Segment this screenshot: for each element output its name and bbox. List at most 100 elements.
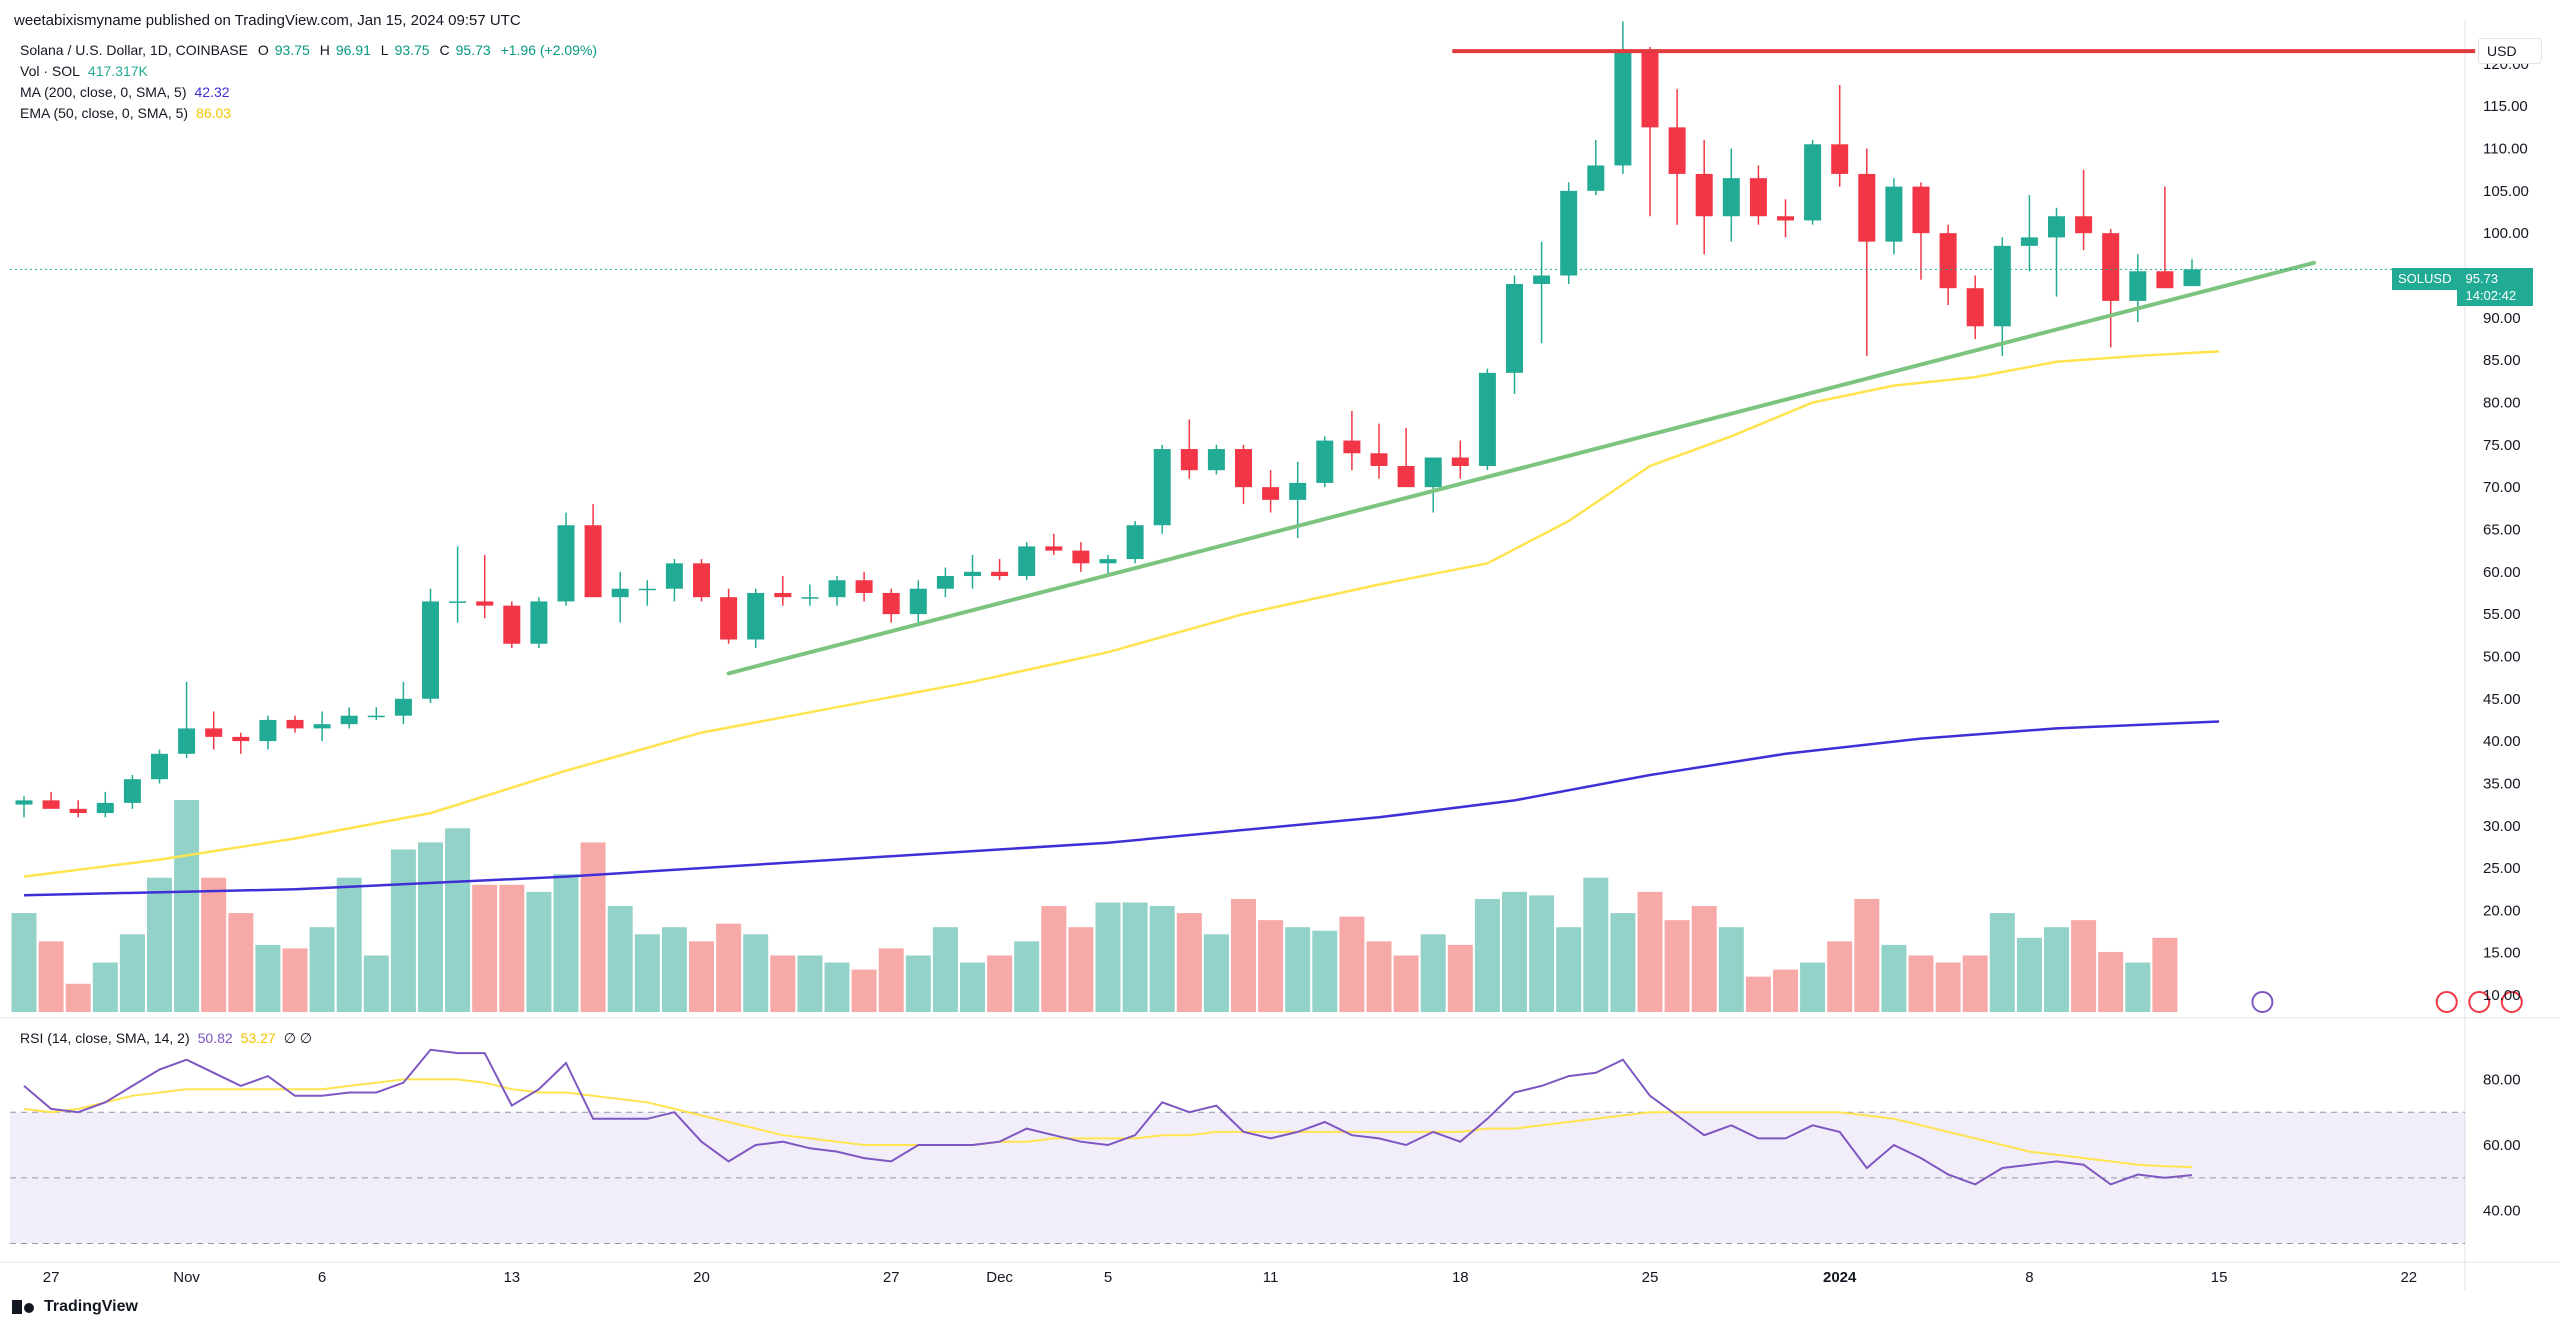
candle-body (1099, 559, 1117, 564)
published-line: weetabixismyname published on TradingVie… (14, 12, 521, 29)
rsi-sma-value: 53.27 (240, 1030, 276, 1046)
candle-body (882, 592, 900, 615)
price-tick-label: 55.00 (2483, 606, 2521, 623)
time-tick-label: 27 (43, 1269, 60, 1286)
symbol-tag: SOLUSD (2392, 268, 2458, 290)
price-tick-label: 40.00 (2483, 733, 2521, 750)
overlays (10, 49, 2523, 1013)
volume-bar (228, 913, 254, 1012)
price-tick-label: 50.00 (2483, 648, 2521, 665)
candle-body (178, 728, 196, 754)
volume-bar (1989, 913, 2015, 1012)
ema-label: EMA (50, close, 0, SMA, 5) (20, 105, 189, 121)
event-marker-icon (2500, 991, 2523, 1013)
candle-body (1993, 245, 2011, 327)
event-marker-icon (2435, 991, 2458, 1013)
volume-label: Vol · SOL (20, 63, 80, 79)
candle-body (2102, 233, 2120, 301)
candle-body (1641, 51, 1659, 128)
low-value: 93.75 (394, 42, 430, 58)
price-tick-label: 80.00 (2483, 394, 2521, 411)
volume-bar (92, 962, 118, 1012)
price-tick-label: 90.00 (2483, 310, 2521, 327)
candle-body (1289, 482, 1307, 500)
candle-body (638, 588, 656, 591)
volume-bar (282, 948, 308, 1012)
volume-bar (553, 874, 579, 1012)
candle-body (503, 605, 521, 644)
legend-title: Solana / U.S. Dollar, 1D, COINBASE (20, 42, 248, 58)
tradingview-logo[interactable]: TradingView (12, 1298, 138, 1316)
candle-body (1478, 372, 1496, 466)
volume-bar (2071, 920, 2097, 1012)
candle-body (2020, 237, 2038, 246)
volume-bar (445, 828, 471, 1012)
volume-bar (1285, 927, 1311, 1012)
rsi-tick-label: 40.00 (2483, 1203, 2521, 1220)
trendline (726, 260, 2316, 676)
ema50-line (23, 350, 2220, 878)
candle-body (69, 808, 87, 814)
volume-bar (1664, 920, 1690, 1012)
volume-bar (770, 955, 796, 1012)
candle-body (936, 576, 954, 589)
time-tick-label: 25 (1642, 1269, 1659, 1286)
volume-bar (472, 884, 498, 1012)
candle-body (1451, 457, 1469, 466)
volume-bar (11, 913, 37, 1012)
candle-body (42, 800, 60, 809)
tradingview-icon (12, 1300, 38, 1314)
volume-bar (2098, 951, 2124, 1012)
candle-body (557, 525, 575, 602)
candle-body (340, 715, 358, 725)
candle-body (449, 601, 467, 603)
legend-ema: EMA (50, close, 0, SMA, 5) 86.03 (20, 103, 603, 124)
low-label: L (380, 42, 389, 58)
volume-bar (797, 955, 823, 1012)
price-tick-label: 100.00 (2483, 225, 2529, 242)
volume-bar (363, 955, 389, 1012)
rsi-label: RSI (14, close, SMA, 14, 2) (20, 1030, 190, 1046)
candle-body (1506, 283, 1523, 373)
candle-body (286, 719, 304, 729)
volume-bar (65, 983, 91, 1012)
price-tick-label: 35.00 (2483, 775, 2521, 792)
time-tick-label: 27 (883, 1269, 900, 1286)
candle-body (1207, 449, 1225, 471)
candle-body (1343, 440, 1361, 454)
high-label: H (319, 42, 330, 58)
volume-bar (2016, 937, 2042, 1012)
candle-body (991, 571, 1009, 577)
volume-bar (2044, 927, 2069, 1012)
candle-body (1560, 190, 1578, 276)
volume-bar (119, 934, 145, 1012)
candle-body (394, 698, 412, 716)
volume-bar (634, 934, 660, 1012)
candle-body (1777, 216, 1794, 221)
candle-body (693, 563, 710, 598)
high-value: 96.91 (335, 42, 371, 58)
price-tick-label: 45.00 (2483, 691, 2521, 708)
volume-bar (418, 842, 443, 1012)
candle-body (2048, 216, 2065, 238)
time-tick-label: 2024 (1823, 1269, 1857, 1286)
time-tick-label: 22 (2400, 1269, 2417, 1286)
volume-bar (905, 955, 931, 1012)
volume-bar (1149, 906, 1175, 1012)
open-value: 93.75 (274, 42, 310, 58)
volume-bar (743, 934, 769, 1012)
rsi-legend: RSI (14, close, SMA, 14, 2) 50.82 53.27 ∅ ∅ (20, 1030, 320, 1047)
rsi-pane (10, 1048, 2465, 1244)
rsi-value: 50.82 (197, 1030, 233, 1046)
currency-selector[interactable]: USD (2478, 38, 2542, 64)
close-label: C (439, 42, 450, 58)
candle-body (747, 592, 765, 640)
candle-body (828, 580, 846, 598)
volume-bar (1014, 941, 1040, 1012)
price-tick-label: 75.00 (2483, 437, 2521, 454)
candle-body (1912, 186, 1930, 234)
volume-bar (1095, 902, 1121, 1012)
candle-body (1885, 186, 1903, 242)
time-tick-label: 15 (2211, 1269, 2228, 1286)
candle-body (2156, 271, 2174, 289)
